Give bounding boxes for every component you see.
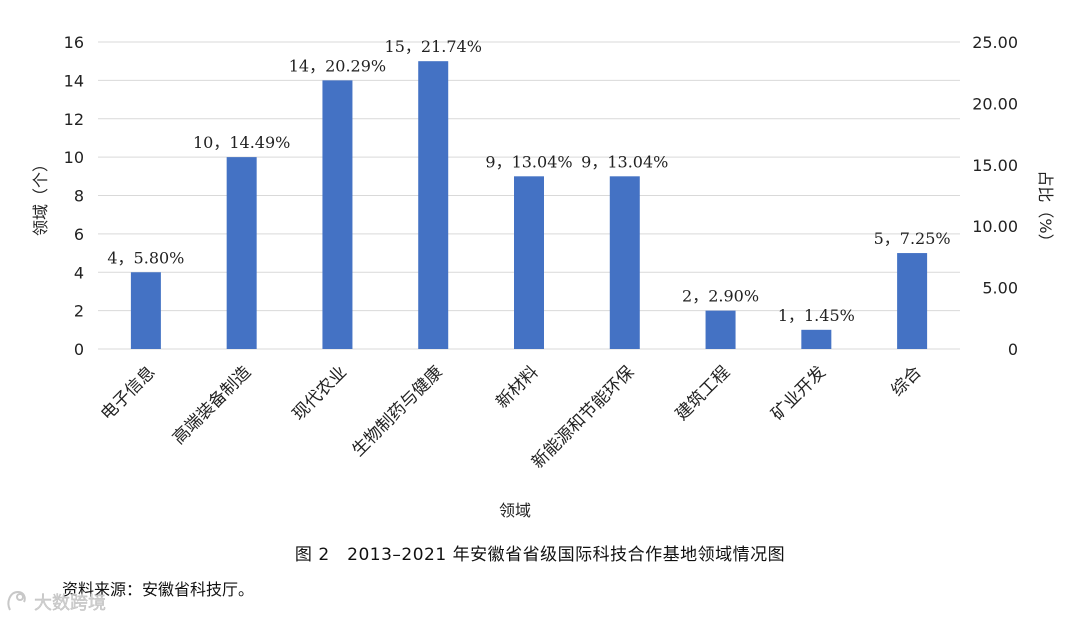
data-label: 15，21.74% <box>385 37 482 56</box>
bar <box>514 176 544 349</box>
bar <box>705 310 736 349</box>
bar <box>609 176 640 349</box>
left-axis-ticks: 0 2 4 6 8 10 12 14 16 <box>64 33 84 359</box>
bar <box>226 157 257 349</box>
category-label: 生物制药与健康 <box>348 362 446 460</box>
figure-caption: 图 2 2013–2021 年安徽省省级国际科技合作基地领域情况图 <box>294 545 786 565</box>
y2-axis-title: 占比（%） <box>1036 170 1055 249</box>
y2-tick-label: 5.00 <box>982 279 1018 298</box>
data-label: 10，14.49% <box>193 133 290 152</box>
category-label: 新材料 <box>492 362 542 412</box>
data-label: 9，13.04% <box>485 152 572 171</box>
data-label: 5，7.25% <box>874 229 951 248</box>
x-axis-title: 领域 <box>499 501 531 520</box>
bar <box>130 272 161 349</box>
data-label: 9，13.04% <box>581 152 668 171</box>
y2-tick-label: 15.00 <box>972 156 1018 175</box>
category-label: 新能源和节能环保 <box>528 362 638 472</box>
bar <box>897 253 928 349</box>
category-label: 电子信息 <box>97 362 159 424</box>
y-tick-label: 12 <box>64 110 84 129</box>
data-label: 14，20.29% <box>289 56 386 75</box>
y-tick-label: 14 <box>64 71 84 90</box>
y-tick-label: 16 <box>64 33 84 52</box>
data-label: 4，5.80% <box>107 248 184 267</box>
y-tick-label: 4 <box>74 263 84 282</box>
data-label: 1，1.45% <box>778 306 855 325</box>
bar-chart: 4，5.80% 10，14.49% 14，20.29%15，21.74% 9，13.0… <box>31 33 1055 520</box>
y-tick-label: 8 <box>74 187 84 206</box>
y-tick-label: 0 <box>74 340 84 359</box>
y-tick-label: 2 <box>74 302 84 321</box>
bars <box>130 61 928 349</box>
category-label: 现代农业 <box>289 362 351 424</box>
right-axis-ticks: 0 5.00 10.00 15.00 20.00 25.00 <box>972 33 1018 359</box>
data-label: 2，2.90% <box>682 287 759 306</box>
bar <box>322 80 353 349</box>
watermark-text: 大数跨境 <box>34 593 106 614</box>
y-axis-title: 领域（个） <box>31 156 50 236</box>
watermark: 大数跨境 <box>4 588 144 616</box>
watermark-logo-icon <box>7 590 26 611</box>
category-label: 矿业开发 <box>768 362 830 424</box>
y2-tick-label: 25.00 <box>972 33 1018 52</box>
category-label: 高端装备制造 <box>169 362 255 448</box>
data-labels: 4，5.80% 10，14.49% 14，20.29%15，21.74% 9，13.0… <box>107 37 950 325</box>
y-tick-label: 10 <box>64 148 84 167</box>
category-label: 建筑工程 <box>672 362 734 424</box>
y2-tick-label: 10.00 <box>972 217 1018 236</box>
bar <box>418 61 449 349</box>
y2-tick-label: 20.00 <box>972 94 1018 113</box>
y2-tick-label: 0 <box>1008 340 1018 359</box>
category-label: 综合 <box>887 362 925 400</box>
bar <box>801 329 832 349</box>
source-note: 资料来源：安徽省科技厅。 <box>62 580 255 599</box>
y-tick-label: 6 <box>74 225 84 244</box>
